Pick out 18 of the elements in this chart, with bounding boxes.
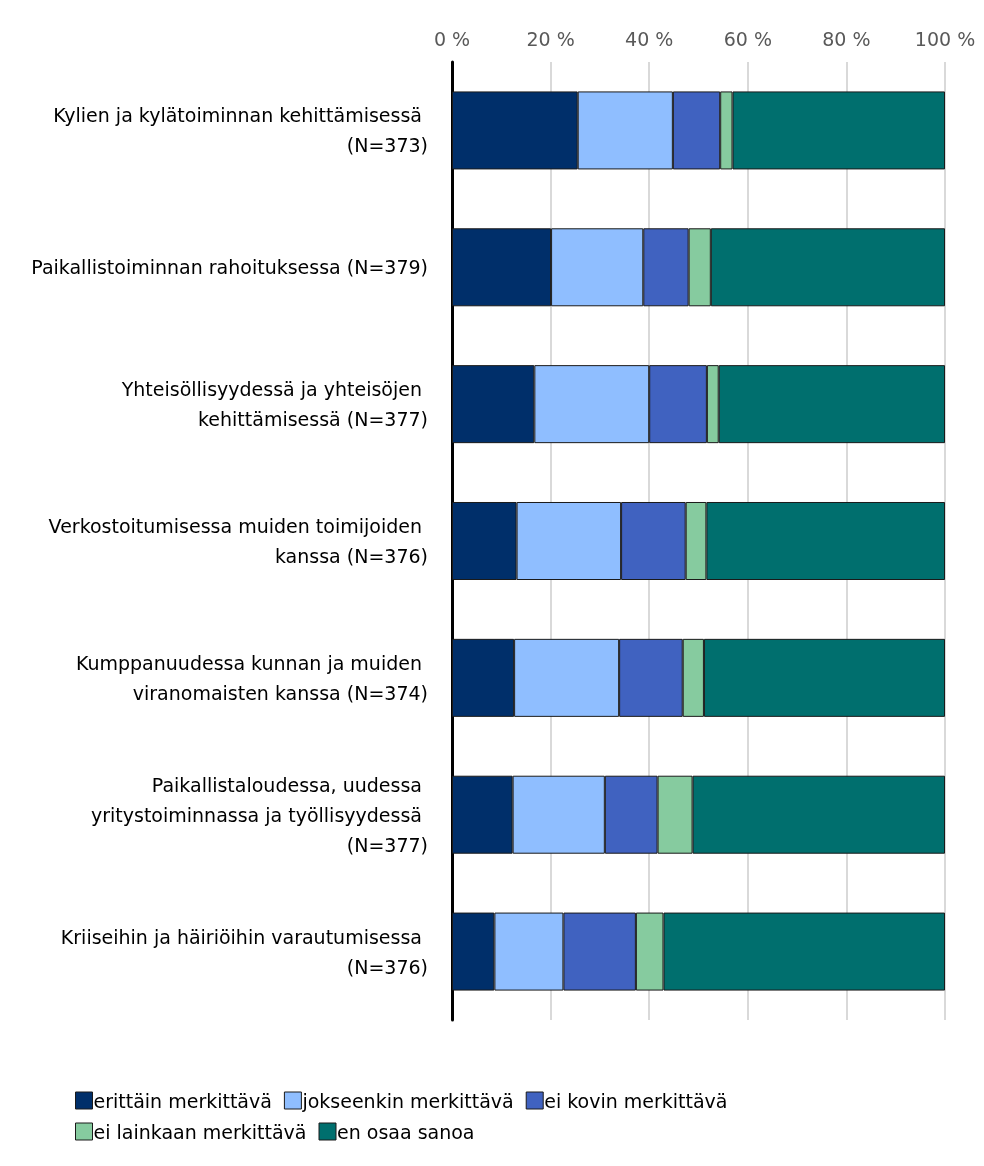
y-tick-label: Paikallistaloudessa, uudessa yritystoiminnassa ja työllisyydessä (N=377) bbox=[90, 773, 428, 856]
x-tick-label: 40 % bbox=[625, 27, 674, 50]
y-tick-label: Kriiseihin ja häiriöihin varautumisessa (N=376) bbox=[60, 925, 428, 978]
x-tick-label: 20 % bbox=[526, 27, 575, 50]
x-tick-label: 80 % bbox=[822, 27, 871, 50]
y-tick-label: Yhteisöllisyydessä ja yhteisöjen kehittämisessä (N=377) bbox=[120, 378, 428, 431]
y-tick-label: Kylien ja kylätoiminnan kehittämisessä (N=373) bbox=[53, 104, 428, 157]
x-tick-label: 100 % bbox=[914, 27, 976, 50]
y-tick-label: Kumppanuudessa kunnan ja muiden viranomaisten kanssa (N=374) bbox=[75, 651, 428, 704]
x-tick-label: 0 % bbox=[433, 27, 471, 50]
legend-label: ei lainkaan merkittävä bbox=[93, 1120, 307, 1143]
legend-label: erittäin merkittävä bbox=[93, 1089, 272, 1112]
x-tick-label: 60 % bbox=[723, 27, 772, 50]
legend-label: ei kovin merkittävä bbox=[544, 1089, 728, 1112]
y-tick-label: Paikallistoiminnan rahoituksessa (N=379) bbox=[31, 256, 428, 279]
y-tick-label: Verkostoitumisessa muiden toimijoiden kanssa (N=376) bbox=[48, 515, 428, 567]
legend-label: en osaa sanoa bbox=[337, 1120, 475, 1143]
legend-label: jokseenkin merkittävä bbox=[301, 1089, 514, 1112]
